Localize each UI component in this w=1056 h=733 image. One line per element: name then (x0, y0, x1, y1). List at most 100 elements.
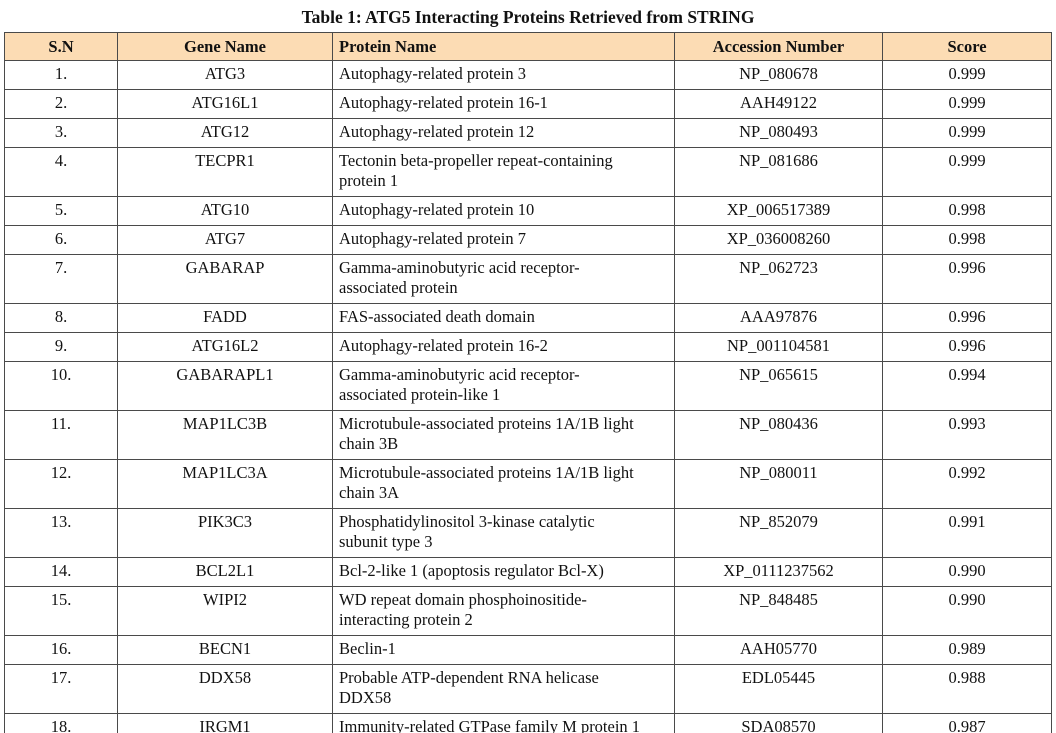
accession-number-cell: XP_036008260 (674, 225, 883, 255)
table-header: S.N Gene Name Protein Name Accession Num… (4, 32, 1052, 61)
protein-name-cell: Beclin-1 (332, 635, 675, 665)
score-cell: 0.996 (882, 303, 1052, 333)
score-cell: 0.993 (882, 410, 1052, 460)
protein-name-cell: Autophagy-related protein 12 (332, 118, 675, 148)
accession-number-cell: XP_006517389 (674, 196, 883, 226)
table-row: 7. GABARAP Gamma-aminobutyric acid recepto… (4, 254, 1052, 304)
table-row: 16. BECN1 Beclin-1 AAH05770 0.989 (4, 635, 1052, 665)
score-cell: 0.999 (882, 147, 1052, 197)
table-row: 1. ATG3 Autophagy-related protein 3 NP_0806… (4, 60, 1052, 90)
gene-name-cell: ATG12 (117, 118, 333, 148)
header-gene-name: Gene Name (117, 32, 333, 61)
score-cell: 0.998 (882, 196, 1052, 226)
sn-cell: 15. (4, 586, 118, 636)
protein-name-cell: Gamma-aminobutyric acid receptor-associa… (332, 254, 675, 304)
table-row: 8. FADD FAS-associated death domain AAA9787… (4, 303, 1052, 333)
sn-cell: 18. (4, 713, 118, 733)
accession-number-cell: NP_081686 (674, 147, 883, 197)
header-sn: S.N (4, 32, 118, 61)
table-caption: Table 1: ATG5 Interacting Proteins Retri… (301, 7, 755, 27)
score-cell: 0.988 (882, 664, 1052, 714)
protein-name-line: Microtubule-associated proteins 1A/1B li… (339, 414, 634, 433)
protein-name-cell: Probable ATP-dependent RNA helicase DDX58 (332, 664, 675, 714)
gene-name-cell: TECPR1 (117, 147, 333, 197)
sn-cell: 3. (4, 118, 118, 148)
sn-cell: 10. (4, 361, 118, 411)
protein-name-line: Autophagy-related protein 16-1 (339, 93, 548, 112)
header-row: S.N Gene Name Protein Name Accession Num… (4, 32, 1052, 61)
protein-name-cell: Phosphatidylinositol 3-kinase catalytic s… (332, 508, 675, 558)
score-cell: 0.991 (882, 508, 1052, 558)
header-score: Score (882, 32, 1052, 61)
gene-name-cell: PIK3C3 (117, 508, 333, 558)
protein-name-line: WD repeat domain phosphoinositide- (339, 590, 587, 609)
protein-name-cell: Microtubule-associated proteins 1A/1B li… (332, 410, 675, 460)
protein-name-cell: FAS-associated death domain (332, 303, 675, 333)
protein-name-line: Tectonin beta-propeller repeat-containin… (339, 151, 613, 170)
protein-name-line: Phosphatidylinositol 3-kinase catalytic (339, 512, 595, 531)
gene-name-cell: FADD (117, 303, 333, 333)
table-row: 14. BCL2L1 Bcl-2-like 1 (apoptosis regulat… (4, 557, 1052, 587)
score-cell: 0.998 (882, 225, 1052, 255)
sn-cell: 16. (4, 635, 118, 665)
table-row: 18. IRGM1 Immunity-related GTPase family M… (4, 713, 1052, 733)
score-cell: 0.989 (882, 635, 1052, 665)
gene-name-cell: IRGM1 (117, 713, 333, 733)
gene-name-cell: MAP1LC3B (117, 410, 333, 460)
sn-cell: 1. (4, 60, 118, 90)
sn-cell: 13. (4, 508, 118, 558)
protein-name-line: protein 1 (339, 171, 399, 190)
protein-name-line: Gamma-aminobutyric acid receptor- (339, 258, 580, 277)
protein-name-line: Bcl-2-like 1 (apoptosis regulator Bcl-X) (339, 561, 604, 580)
table-row: 11. MAP1LC3B Microtubule-associated protei… (4, 410, 1052, 460)
protein-name-line: Gamma-aminobutyric acid receptor- (339, 365, 580, 384)
accession-number-cell: NP_062723 (674, 254, 883, 304)
score-cell: 0.999 (882, 89, 1052, 119)
sn-cell: 11. (4, 410, 118, 460)
protein-name-line: Immunity-related GTPase family M protein… (339, 717, 641, 733)
accession-number-cell: SDA08570 (674, 713, 883, 733)
sn-cell: 14. (4, 557, 118, 587)
accession-number-cell: EDL05445 (674, 664, 883, 714)
score-cell: 0.999 (882, 118, 1052, 148)
protein-name-line: Probable ATP-dependent RNA helicase (339, 668, 599, 687)
protein-name-cell: Gamma-aminobutyric acid receptor-associa… (332, 361, 675, 411)
accession-number-cell: NP_080011 (674, 459, 883, 509)
table-row: 5. ATG10 Autophagy-related protein 10 XP_00… (4, 196, 1052, 226)
gene-name-cell: GABARAPL1 (117, 361, 333, 411)
sn-cell: 2. (4, 89, 118, 119)
table-row: 6. ATG7 Autophagy-related protein 7 XP_0360… (4, 225, 1052, 255)
protein-name-line: associated protein (339, 278, 458, 297)
score-cell: 0.990 (882, 586, 1052, 636)
accession-number-cell: NP_080493 (674, 118, 883, 148)
protein-name-line: Autophagy-related protein 12 (339, 122, 535, 141)
protein-name-cell: Microtubule-associated proteins 1A/1B li… (332, 459, 675, 509)
sn-cell: 4. (4, 147, 118, 197)
protein-name-cell: Tectonin beta-propeller repeat-containin… (332, 147, 675, 197)
sn-cell: 5. (4, 196, 118, 226)
protein-name-cell: Autophagy-related protein 10 (332, 196, 675, 226)
protein-name-cell: Autophagy-related protein 16-1 (332, 89, 675, 119)
table-row: 4. TECPR1 Tectonin beta-propeller repeat-c… (4, 147, 1052, 197)
score-cell: 0.996 (882, 254, 1052, 304)
table-body: 1. ATG3 Autophagy-related protein 3 NP_0806… (4, 60, 1052, 733)
gene-name-cell: BECN1 (117, 635, 333, 665)
sn-cell: 9. (4, 332, 118, 362)
score-cell: 0.987 (882, 713, 1052, 733)
protein-name-line: Autophagy-related protein 7 (339, 229, 526, 248)
accession-number-cell: NP_852079 (674, 508, 883, 558)
protein-name-cell: Autophagy-related protein 3 (332, 60, 675, 90)
sn-cell: 7. (4, 254, 118, 304)
accession-number-cell: NP_080436 (674, 410, 883, 460)
protein-name-cell: Immunity-related GTPase family M protein… (332, 713, 675, 733)
protein-name-line: subunit type 3 (339, 532, 433, 551)
protein-name-cell: Bcl-2-like 1 (apoptosis regulator Bcl-X) (332, 557, 675, 587)
accession-number-cell: NP_065615 (674, 361, 883, 411)
table-row: 13. PIK3C3 Phosphatidylinositol 3-kinase c… (4, 508, 1052, 558)
accession-number-cell: NP_080678 (674, 60, 883, 90)
sn-cell: 17. (4, 664, 118, 714)
protein-name-line: interacting protein 2 (339, 610, 473, 629)
accession-number-cell: NP_001104581 (674, 332, 883, 362)
sn-cell: 6. (4, 225, 118, 255)
table-row: 2. ATG16L1 Autophagy-related protein 16-1 A… (4, 89, 1052, 119)
